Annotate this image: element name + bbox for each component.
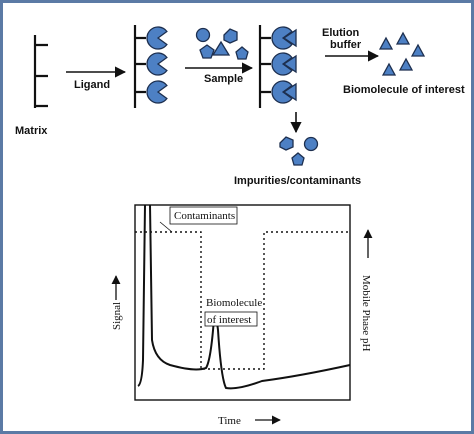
products: [378, 31, 426, 76]
impurity: [223, 28, 238, 44]
impurity: [303, 136, 319, 152]
matrix-label: Matrix: [15, 125, 48, 137]
contaminants-label: Contaminants: [174, 210, 235, 222]
elution-label: buffer: [330, 39, 362, 51]
bound-biomolecule: [282, 54, 297, 74]
ligand: [271, 80, 293, 104]
y2-axis-label: Mobile Phase pH: [360, 275, 372, 351]
ligand: [146, 26, 168, 50]
matrix: [33, 35, 48, 108]
impurity: [291, 152, 305, 166]
label-box: [169, 206, 238, 225]
impurity: [199, 44, 215, 59]
bound-biomolecule: [282, 28, 297, 48]
label-box: [204, 311, 258, 327]
matrix: [133, 25, 146, 108]
sample-label: Sample: [204, 73, 243, 85]
impurity: [195, 27, 211, 43]
impurity: [279, 136, 294, 151]
y-axis-label: Signal: [111, 302, 123, 330]
biomolecule-label: of interest: [207, 314, 251, 326]
biomolecule: [378, 31, 426, 76]
x-axis-label: Time: [218, 415, 241, 427]
elution-label: Elution: [322, 27, 360, 39]
plot-box: [134, 204, 351, 401]
callout: [159, 221, 173, 233]
impurities-label: Impurities/contaminants: [234, 175, 361, 187]
chromatogram: Contaminants Biomolecule of interest Sig…: [111, 204, 373, 427]
biomolecule: [211, 40, 231, 56]
impurity: [235, 46, 249, 60]
process-diagram: Matrix Ligand Sample Elution buffer Biom…: [15, 25, 465, 187]
ligand: [271, 52, 293, 76]
bound-biomolecule: [282, 82, 297, 102]
biomolecule-label: Biomolecule: [206, 297, 262, 309]
ligand: [146, 80, 168, 104]
matrix: [258, 25, 271, 108]
product-label: Biomolecule of interest: [343, 84, 465, 96]
ligand: [271, 26, 293, 50]
ligand-label: Ligand: [74, 79, 110, 91]
ph-profile: [135, 231, 350, 370]
ligand: [146, 52, 168, 76]
